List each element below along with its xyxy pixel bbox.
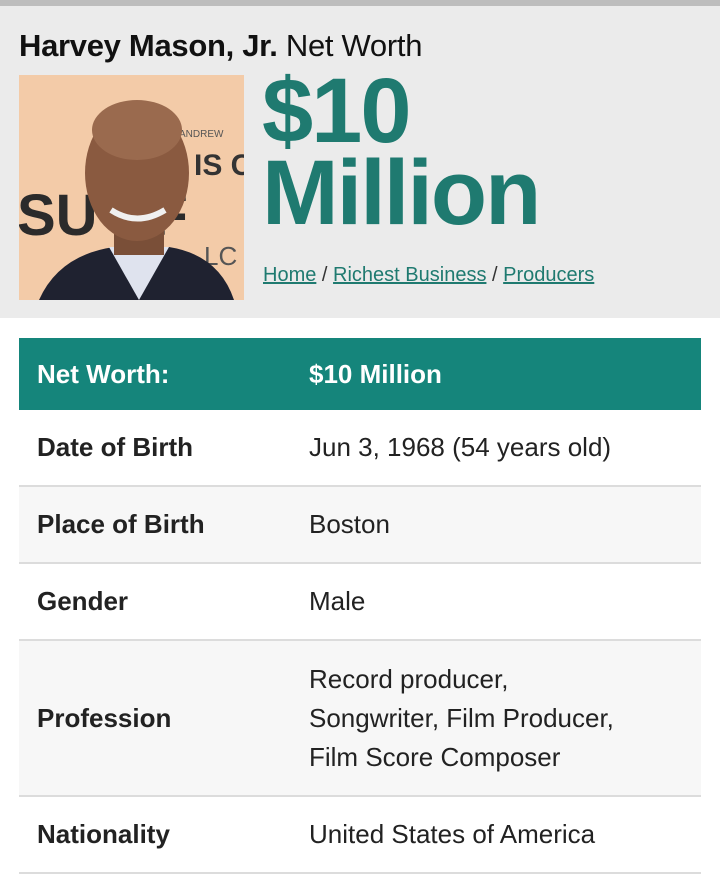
row-label: Gender: [19, 563, 291, 641]
profession-line: Songwriter, Film Producer,: [309, 702, 614, 733]
breadcrumb-separator: /: [492, 264, 498, 286]
net-worth-amount: $10: [262, 60, 412, 162]
table-row: Gender Male: [19, 563, 701, 641]
row-value: Boston: [291, 486, 701, 564]
net-worth-label: Net Worth:: [19, 338, 291, 410]
title-suffix: Net Worth: [285, 28, 423, 63]
row-value: Jun 3, 1968 (54 years old): [291, 410, 701, 487]
info-table: Net Worth: $10 Million Date of Birth Jun…: [19, 338, 701, 874]
row-value: Record producer, Songwriter, Film Produc…: [291, 640, 701, 797]
row-value: Male: [291, 563, 701, 641]
profession-line: Film Score Composer: [309, 741, 561, 772]
breadcrumb-separator: /: [321, 264, 328, 286]
person-name: Harvey Mason, Jr.: [19, 28, 278, 63]
net-worth-unit: Million: [262, 142, 541, 244]
table-row: Place of Birth Boston: [19, 486, 701, 564]
table-row: Nationality United States of America: [19, 796, 701, 874]
breadcrumb-home[interactable]: Home: [263, 264, 317, 286]
breadcrumb-producers[interactable]: Producers: [503, 264, 595, 286]
table-header-row: Net Worth: $10 Million: [19, 338, 701, 410]
table-row: Profession Record producer, Songwriter, …: [19, 640, 701, 797]
browser-top-bar: [0, 0, 720, 6]
profession-line: Record producer,: [309, 663, 509, 694]
profile-photo: ANDREW IS C SU EF LC: [19, 75, 244, 300]
row-label: Date of Birth: [19, 410, 291, 487]
profile-header: Harvey Mason, Jr. Net Worth ANDREW IS C …: [0, 6, 720, 318]
breadcrumb: Home / Richest Business / Producers: [263, 264, 594, 287]
table-row: Date of Birth Jun 3, 1968 (54 years old): [19, 410, 701, 487]
row-label: Profession: [19, 640, 291, 797]
svg-text:IS C: IS C: [194, 149, 244, 182]
page-title: Harvey Mason, Jr. Net Worth: [19, 28, 422, 64]
row-label: Place of Birth: [19, 486, 291, 564]
net-worth-value: $10 Million: [291, 338, 701, 410]
svg-text:ANDREW: ANDREW: [179, 129, 224, 140]
row-label: Nationality: [19, 796, 291, 874]
breadcrumb-richest-business[interactable]: Richest Business: [333, 264, 487, 286]
row-value: United States of America: [291, 796, 701, 874]
net-worth-headline: $10 Million: [262, 60, 541, 244]
